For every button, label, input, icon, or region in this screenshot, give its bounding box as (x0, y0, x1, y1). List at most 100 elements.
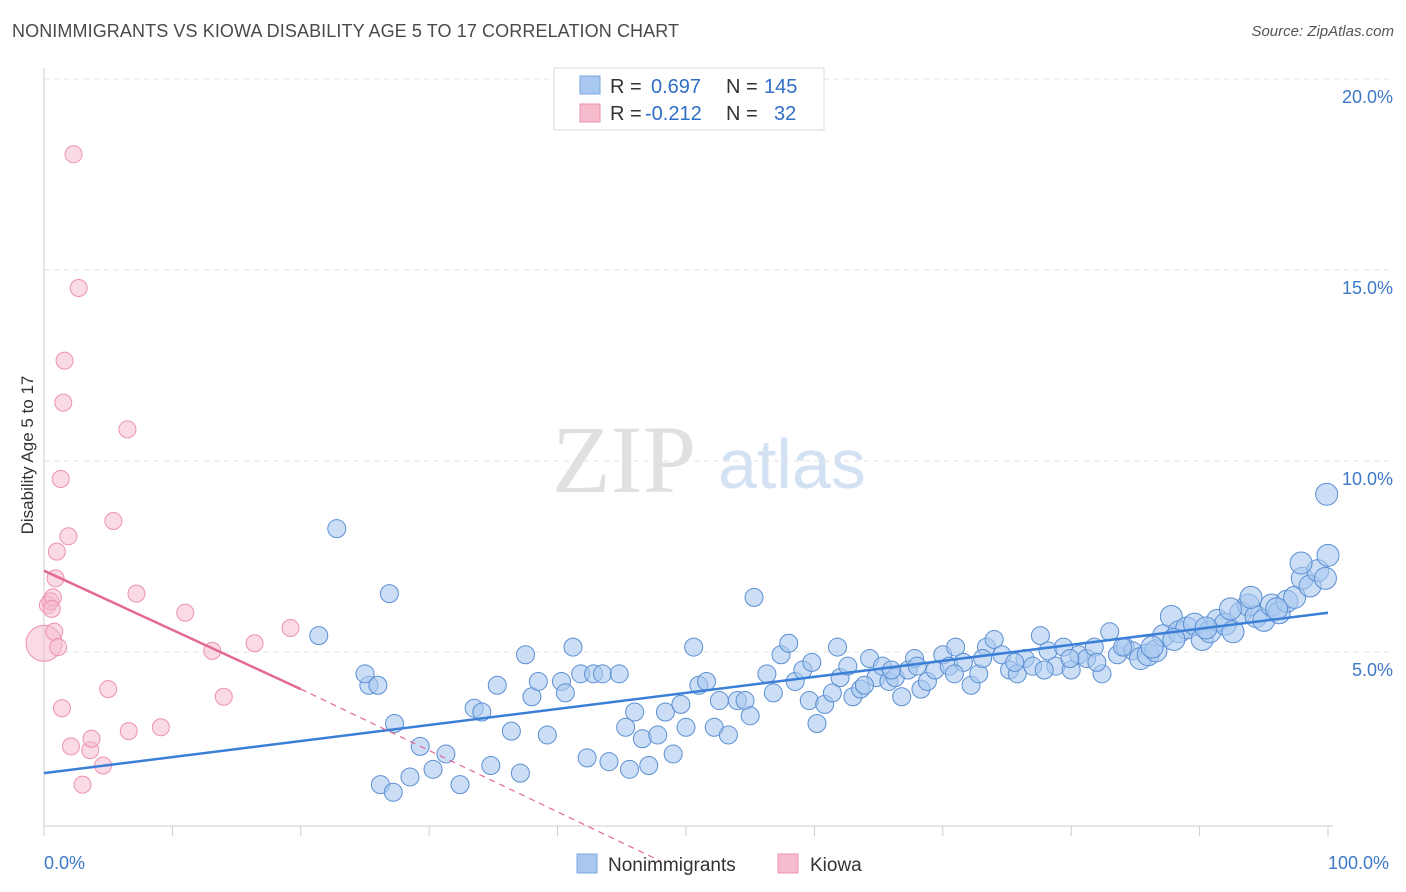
nonimmigrants-point (671, 694, 691, 714)
nonimmigrants-point (709, 691, 729, 711)
nonimmigrants-point (807, 713, 827, 733)
nonimmigrants-point (1315, 482, 1339, 506)
x-ticks (43, 826, 1329, 836)
nonimmigrants-point (528, 671, 548, 691)
nonimmigrants-point (368, 675, 388, 695)
source-label: Source: ZipAtlas.com (1251, 23, 1394, 40)
nonimmigrants-point (740, 706, 760, 726)
nonimmigrants-point (973, 649, 993, 669)
legend-r-label-1: R = (610, 76, 642, 98)
nonimmigrants-point (944, 664, 964, 684)
kiowa-trend-extension (300, 688, 661, 862)
nonimmigrants-point (472, 702, 492, 722)
kiowa-point (118, 420, 137, 439)
trend-lines (43, 569, 1329, 862)
kiowa-point (47, 542, 66, 561)
legend-swatch-kiowa (579, 103, 601, 123)
nonimmigrants-point (609, 664, 629, 684)
y-axis-title: Disability Age 5 to 17 (18, 376, 37, 535)
correlation-legend: R = 0.697 N = 145 R = -0.212 N = 32 (553, 67, 825, 131)
grid-lines (44, 78, 1394, 653)
kiowa-point (45, 622, 64, 641)
kiowa-point (245, 634, 264, 653)
nonimmigrants-point (577, 748, 597, 768)
nonimmigrants-point (757, 664, 777, 684)
nonimmigrants-point (1162, 627, 1186, 651)
x-tick-label-min: 0.0% (44, 853, 85, 873)
nonimmigrants-point (625, 702, 645, 722)
nonimmigrants-point (1087, 652, 1107, 672)
nonimmigrants-point (1289, 551, 1313, 575)
nonimmigrants-point (663, 744, 683, 764)
bottom-legend-label-nonimmigrants: Nonimmigrants (608, 855, 736, 876)
nonimmigrants-point (501, 721, 521, 741)
bottom-legend-label-kiowa: Kiowa (810, 855, 862, 876)
nonimmigrants-point (1265, 597, 1289, 621)
nonimmigrants-point (450, 775, 470, 795)
nonimmigrants-point (1030, 626, 1050, 646)
chart-title: NONIMMIGRANTS VS KIOWA DISABILITY AGE 5 … (12, 21, 680, 41)
legend-n-value-1: 145 (764, 76, 797, 98)
nonimmigrants-point (1034, 660, 1054, 680)
nonimmigrants-point (400, 767, 420, 787)
nonimmigrants-point (436, 744, 456, 764)
kiowa-point (61, 737, 80, 756)
nonimmigrants-point (487, 675, 507, 695)
kiowa-point (176, 603, 195, 622)
nonimmigrants-point (423, 759, 443, 779)
kiowa-point (64, 145, 83, 164)
legend-r-label-2: R = (610, 103, 642, 125)
x-tick-label-max: 100.0% (1328, 853, 1389, 873)
kiowa-point (51, 470, 70, 488)
nonimmigrants-point (822, 683, 842, 703)
kiowa-point (281, 618, 300, 637)
kiowa-point (214, 687, 233, 706)
nonimmigrants-point (379, 584, 399, 604)
watermark-atlas: atlas (718, 425, 866, 503)
kiowa-point (52, 699, 71, 718)
nonimmigrants-point (537, 725, 557, 745)
nonimmigrants-point (510, 763, 530, 783)
nonimmigrants-point (655, 702, 675, 722)
nonimmigrants-point (599, 752, 619, 772)
kiowa-point (49, 638, 68, 657)
nonimmigrants-point (639, 756, 659, 775)
bottom-legend-swatch-kiowa (777, 853, 799, 874)
kiowa-point (104, 512, 123, 531)
nonimmigrants-point (1239, 585, 1263, 609)
kiowa-point (151, 718, 170, 737)
kiowa-point (59, 527, 78, 546)
watermark-zip: ZIP (552, 406, 696, 513)
nonimmigrants-point (892, 687, 912, 707)
nonimmigrants-point (555, 683, 575, 703)
nonimmigrants-point (1313, 566, 1337, 590)
nonimmigrants-point (838, 656, 858, 676)
nonimmigrants-point (676, 717, 696, 737)
nonimmigrants-point (779, 633, 799, 653)
nonimmigrants-point (1218, 597, 1242, 621)
kiowa-trend-line (43, 569, 302, 691)
y-tick-label: 10.0% (1342, 469, 1393, 489)
kiowa-point (73, 775, 92, 794)
legend-r-value-2: -0.212 (645, 103, 702, 125)
nonimmigrants-point (907, 656, 927, 676)
kiowa-points (25, 145, 300, 794)
nonimmigrants-point (763, 683, 783, 703)
series-legend: Nonimmigrants Kiowa (576, 853, 862, 876)
nonimmigrants-point (946, 637, 966, 657)
nonimmigrants-point (355, 664, 375, 684)
y-tick-label: 20.0% (1342, 87, 1393, 107)
kiowa-point (127, 584, 146, 603)
nonimmigrants-point (648, 725, 668, 745)
legend-n-label-1: N = (726, 76, 758, 98)
kiowa-point (99, 680, 118, 699)
nonimmigrants-point (1060, 649, 1080, 669)
nonimmigrants-point (828, 637, 848, 657)
kiowa-point (82, 729, 101, 748)
nonimmigrants-point (309, 626, 329, 646)
bottom-legend-swatch-nonimmigrants (576, 853, 598, 874)
nonimmigrants-point (1316, 543, 1340, 567)
nonimmigrants-point (620, 759, 640, 779)
kiowa-point (42, 599, 61, 618)
